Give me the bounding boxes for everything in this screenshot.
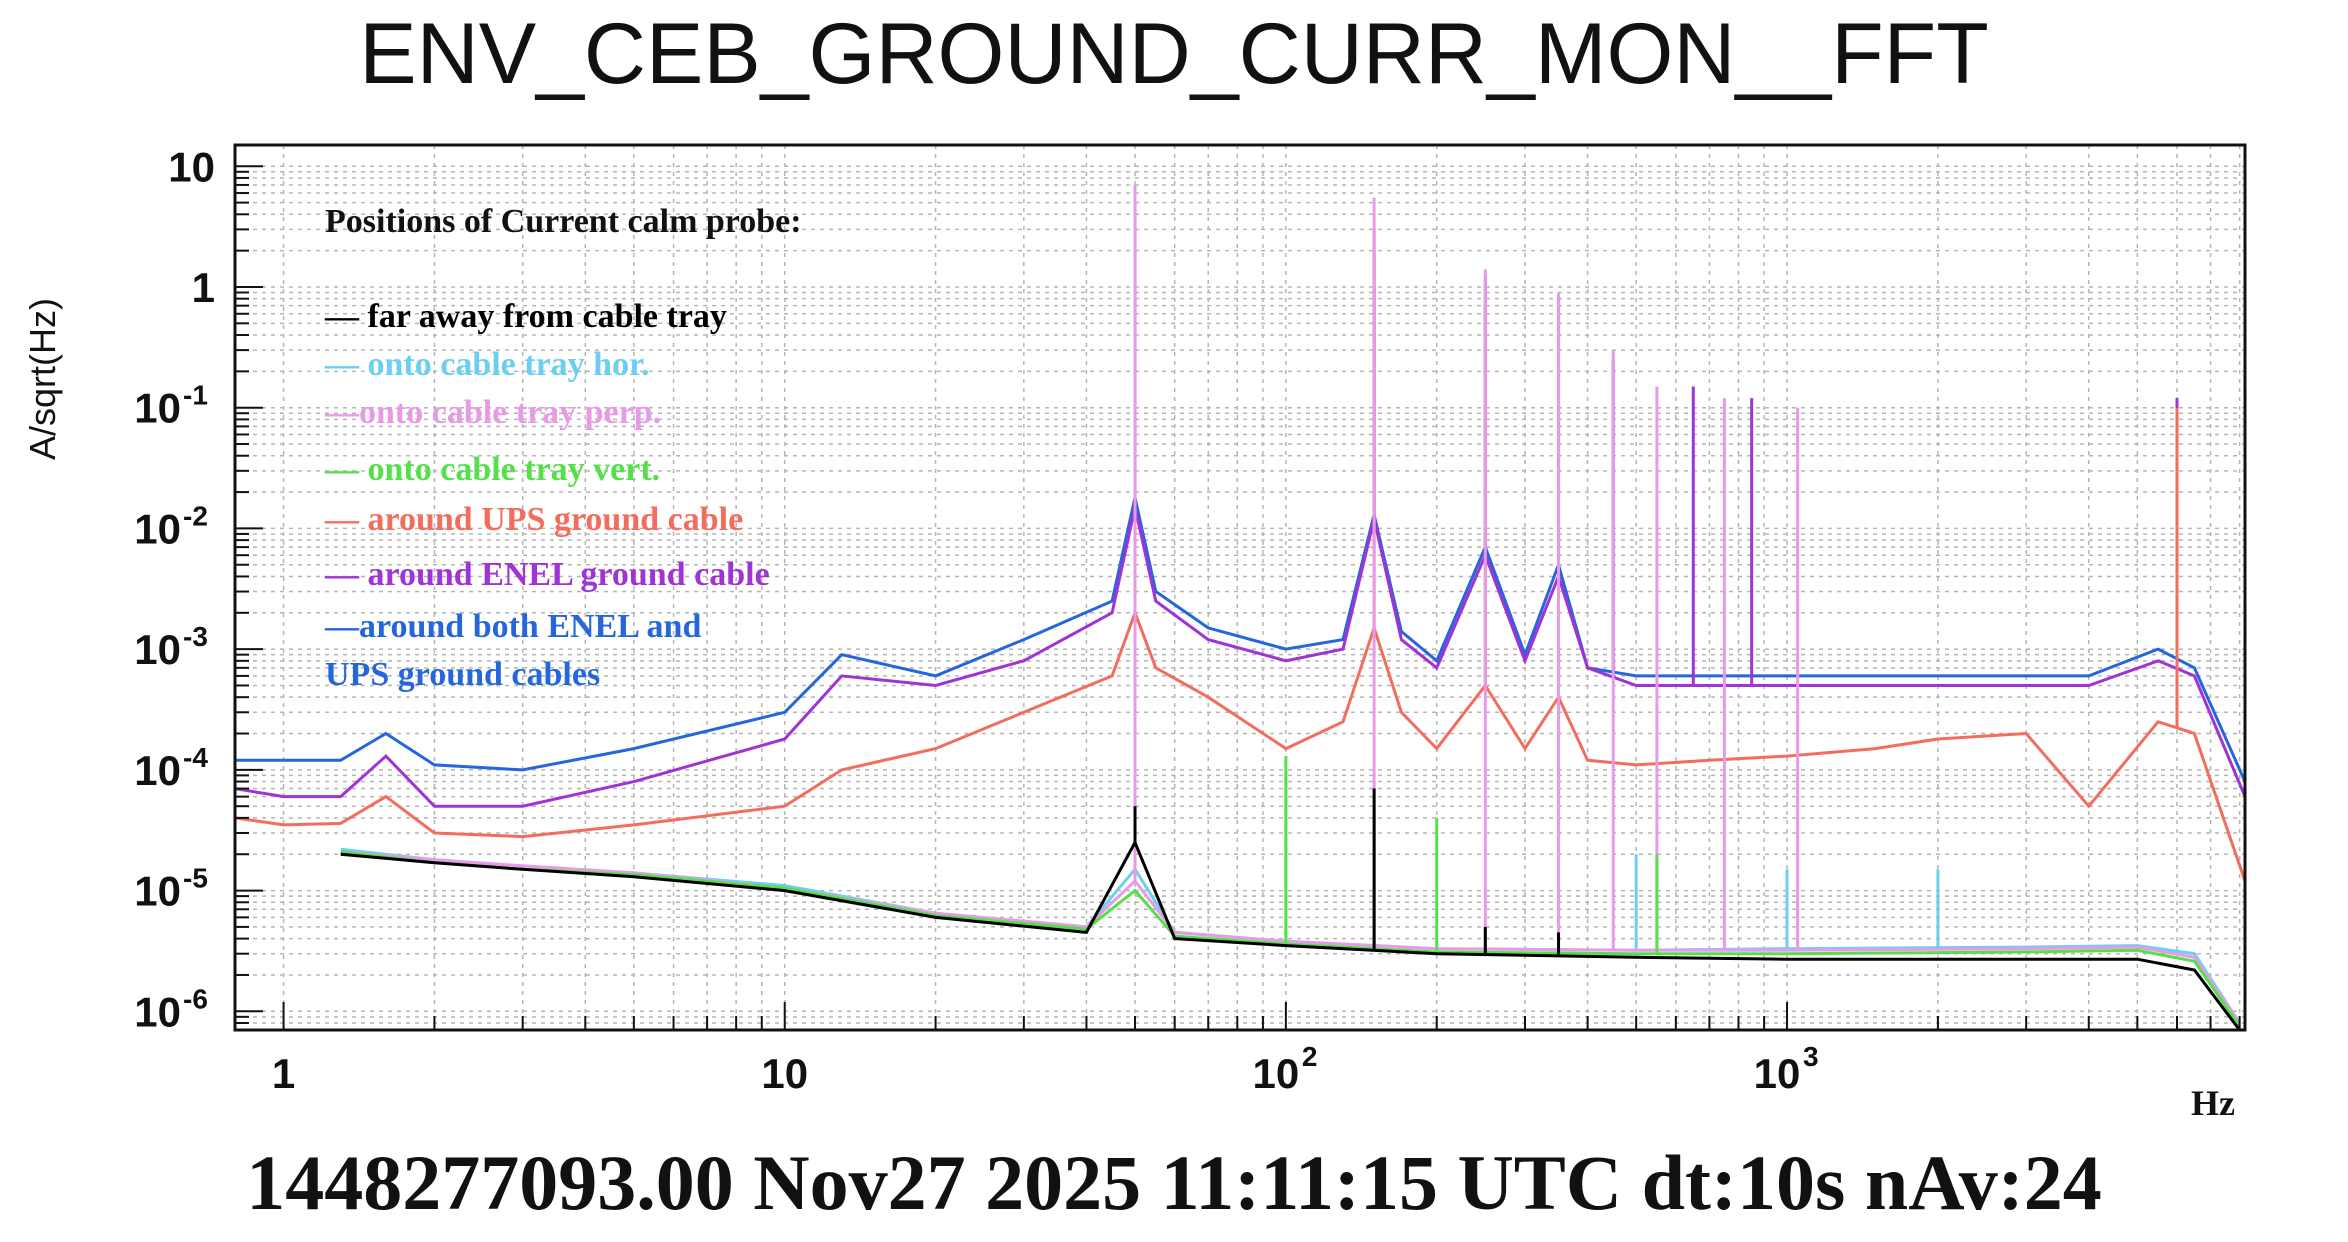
tick-label-exp: -3 <box>183 621 208 652</box>
axis-ticks <box>235 165 2241 1031</box>
tick-label-base: 1 <box>272 1050 295 1097</box>
tick-label-base: 10 <box>134 626 181 673</box>
y-tick-label: 10 -1 <box>134 380 208 432</box>
x-tick-label: 10 2 <box>1253 1041 1318 1097</box>
series-line-around-both-enel-and-ups-ground-cables <box>235 497 2247 783</box>
tick-label-base: 10 <box>761 1050 808 1097</box>
tick-label-base: 10 <box>134 385 181 432</box>
legend: Positions of Current calm probe: — far aw… <box>324 203 802 693</box>
tick-label-base: 1 <box>192 264 215 311</box>
legend-title: Positions of Current calm probe: <box>325 203 802 240</box>
y-tick-label: 10 -5 <box>134 863 208 915</box>
tick-label-exp: 3 <box>1803 1041 1819 1072</box>
series-line-around-enel-ground-cable <box>234 506 2247 808</box>
tick-label-exp: -2 <box>183 500 208 531</box>
tick-label-exp: -4 <box>183 742 208 773</box>
tick-label-exp: -6 <box>183 983 208 1014</box>
series-line-far-away-from-cable-tray <box>340 839 2241 1031</box>
tick-label-base: 10 <box>134 868 181 915</box>
x-tick-label: 10 3 <box>1754 1041 1819 1097</box>
x-tick-label: 1 <box>272 1050 295 1097</box>
legend-entry: — far away from cable tray <box>324 298 727 335</box>
legend-entry: — onto cable tray hor. <box>324 346 650 383</box>
tick-label-base: 10 <box>134 505 181 552</box>
legend-entry: —onto cable tray perp. <box>324 394 661 431</box>
series-layer <box>234 184 2247 1031</box>
legend-entry: — around UPS ground cable <box>324 501 743 538</box>
tick-label-base: 10 <box>134 988 181 1035</box>
series-line-onto-cable-tray-perp- <box>340 850 2241 1024</box>
legend-entry: — around ENEL ground cable <box>324 556 770 593</box>
y-tick-label: 10 -6 <box>134 983 208 1035</box>
tick-label-base: 10 <box>1253 1050 1300 1097</box>
tick-label-base: 10 <box>134 747 181 794</box>
timestamp-footer: 1448277093.00 Nov27 2025 11:11:15 UTC dt… <box>246 1139 2102 1226</box>
x-axis-label: Hz <box>2191 1083 2235 1123</box>
tick-label-exp: -1 <box>183 380 208 411</box>
tick-label-base: 10 <box>1754 1050 1801 1097</box>
tick-label-base: 10 <box>168 143 215 190</box>
chart-title: ENV_CEB_GROUND_CURR_MON__FFT <box>359 6 1989 102</box>
legend-entry: —around both ENEL and <box>324 608 701 645</box>
y-tick-label: 10 -3 <box>134 621 208 673</box>
tick-label-exp: 2 <box>1302 1041 1318 1072</box>
x-tick-label: 10 <box>761 1050 808 1097</box>
y-tick-label: 10 -4 <box>134 742 208 794</box>
series-line-around-ups-ground-cable <box>234 608 2247 882</box>
tick-label-exp: -5 <box>183 863 208 894</box>
y-tick-label: 10 <box>168 143 215 190</box>
legend-entry: — onto cable tray vert. <box>324 451 660 488</box>
y-tick-label: 10 -2 <box>134 500 208 552</box>
y-tick-label: 1 <box>192 264 215 311</box>
legend-entry: UPS ground cables <box>325 656 600 693</box>
plot-frame <box>233 143 2247 1032</box>
